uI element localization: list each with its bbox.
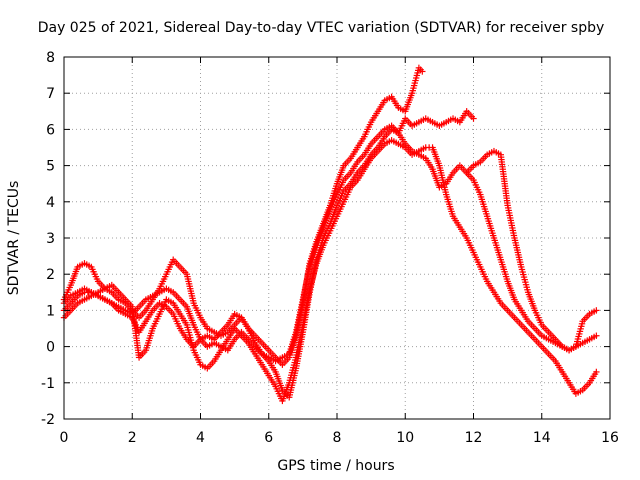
x-tick-label: 12 xyxy=(465,430,483,446)
y-tick-label: 0 xyxy=(46,340,55,356)
x-tick-label: 14 xyxy=(533,430,551,446)
x-tick-label: 6 xyxy=(264,430,273,446)
y-tick-label: 2 xyxy=(46,267,55,283)
data-point xyxy=(593,307,600,314)
y-tick-label: 7 xyxy=(46,86,55,102)
chart-title: Day 025 of 2021, Sidereal Day-to-day VTE… xyxy=(38,20,605,36)
y-tick-label: -2 xyxy=(41,412,55,428)
x-tick-label: 10 xyxy=(396,430,414,446)
x-axis-label: GPS time / hours xyxy=(277,458,394,474)
y-tick-label: 6 xyxy=(46,122,55,138)
y-tick-label: 3 xyxy=(46,231,55,247)
x-tick-label: 2 xyxy=(128,430,137,446)
x-tick-label: 16 xyxy=(601,430,619,446)
grid xyxy=(64,57,610,419)
data-point xyxy=(470,115,477,122)
x-tick-label: 4 xyxy=(196,430,205,446)
data-point xyxy=(593,332,600,339)
x-tick-label: 0 xyxy=(60,430,69,446)
y-tick-label: 5 xyxy=(46,159,55,175)
y-tick-label: 4 xyxy=(46,195,55,211)
y-tick-label: -1 xyxy=(41,376,55,392)
data-point xyxy=(593,368,600,376)
y-tick-label: 8 xyxy=(46,50,55,66)
data-point xyxy=(419,68,426,75)
x-tick-label: 8 xyxy=(333,430,342,446)
y-axis-ticks: -2 -1 0 1 2 3 4 5 6 7 8 xyxy=(41,50,610,428)
y-axis-label: SDTVAR / TECUs xyxy=(6,181,22,296)
x-axis-ticks: 0 2 4 6 8 10 12 14 16 xyxy=(60,57,619,446)
y-tick-label: 1 xyxy=(46,303,55,319)
data-points xyxy=(60,64,600,405)
